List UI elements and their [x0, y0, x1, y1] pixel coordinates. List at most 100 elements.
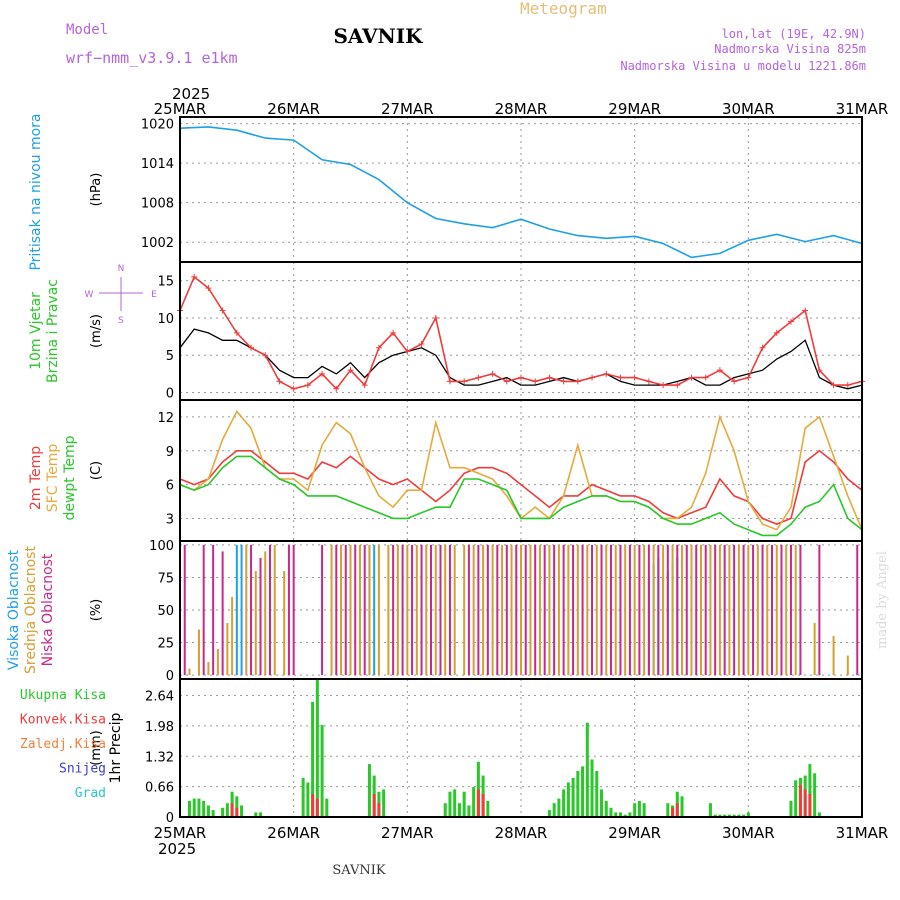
total_precip-bar — [581, 766, 585, 817]
low_cloud-bar — [591, 544, 594, 676]
wind-gust-marker — [518, 374, 524, 381]
mid_cloud-bar — [699, 544, 702, 676]
low_cloud-bar — [212, 544, 215, 676]
y-tick-label: 0 — [166, 811, 174, 826]
total_precip-bar — [315, 679, 319, 817]
mid_cloud-bar — [197, 629, 200, 676]
conv_precip-bar — [798, 784, 802, 817]
mid_cloud-bar — [846, 655, 849, 676]
total_precip-bar — [311, 702, 315, 817]
mid_cloud-bar — [226, 623, 229, 676]
total_precip-bar — [306, 782, 310, 817]
total_precip-bar — [325, 798, 329, 817]
low_cloud-bar — [250, 544, 253, 676]
total_precip-bar — [595, 771, 599, 817]
low_cloud-bar — [420, 544, 423, 676]
y-tick-label: 6 — [166, 479, 174, 494]
wind-gust-marker — [262, 352, 269, 359]
meteogram-label: Meteogram — [520, 0, 607, 18]
total_precip-bar — [240, 805, 244, 817]
credit-text: made by Angel — [875, 551, 890, 649]
pressure-unit-label: (hPa) — [89, 173, 104, 207]
total_precip-bar — [367, 764, 371, 817]
x-tick-label-bottom: 31MAR — [836, 824, 889, 842]
wind-gust-marker — [319, 370, 326, 377]
mid_cloud-bar — [538, 544, 541, 676]
low_cloud-bar — [467, 544, 470, 676]
cloud-axis-title: Srednja Oblacnost — [23, 546, 39, 674]
low_cloud-bar — [562, 544, 565, 676]
total_precip-bar — [723, 814, 727, 817]
wind-gust-marker — [574, 378, 581, 385]
mid_cloud-bar — [690, 544, 693, 676]
cloud-axis-title: Visoka Oblacnost — [6, 549, 22, 670]
wind-gust-marker — [205, 285, 212, 292]
low_cloud-bar — [321, 544, 324, 676]
low_cloud-bar — [259, 557, 262, 676]
wind-gust-marker — [276, 378, 283, 385]
low_cloud-bar — [411, 544, 414, 676]
mid_cloud-bar — [501, 544, 504, 676]
wind-gust-marker — [446, 378, 453, 385]
temperature-axis-title: dewpt Temp — [62, 435, 78, 520]
mid_cloud-bar — [340, 544, 343, 676]
mid_cloud-bar — [463, 544, 466, 676]
total_precip-bar — [571, 777, 575, 817]
total_precip-bar — [547, 810, 551, 817]
low_cloud-bar — [401, 544, 404, 676]
low_cloud-bar — [647, 544, 650, 676]
low_cloud-bar — [685, 544, 688, 676]
mid_cloud-bar — [709, 544, 712, 676]
low_cloud-bar — [628, 544, 631, 676]
total_precip-bar — [566, 782, 570, 817]
conv_precip-bar — [803, 789, 807, 817]
mid_cloud-bar — [662, 544, 665, 676]
wind-gust-marker — [475, 374, 482, 381]
total_precip-bar — [666, 803, 670, 817]
total_precip-bar — [211, 810, 215, 817]
model-name: wrf−nmm_v3.9.1 e1km — [66, 49, 238, 67]
wind-gust-marker — [532, 378, 539, 385]
wind-gust-marker — [290, 385, 297, 392]
mid_cloud-bar — [576, 544, 579, 676]
total_precip-bar — [737, 814, 741, 817]
mid_cloud-bar — [718, 544, 721, 676]
wind-gust-marker — [361, 382, 368, 389]
wind-unit-label: (m/s) — [89, 314, 104, 348]
wind-gust-marker — [375, 344, 382, 351]
x-tick-label-top: 31MAR — [836, 100, 889, 118]
wind-gust-marker — [787, 318, 794, 325]
total_precip-bar — [590, 759, 594, 817]
x-tick-label-bottom: 28MAR — [495, 824, 548, 842]
low_cloud-bar — [515, 544, 518, 676]
model-elevation-label: Nadmorska Visina u modelu 1221.86m — [620, 59, 866, 73]
precip-legend-item: Zaledj.Kisa — [20, 737, 106, 752]
compass-west-label: W — [85, 290, 94, 300]
conv_precip-bar — [230, 803, 234, 817]
mid_cloud-bar — [813, 623, 816, 676]
low_cloud-bar — [676, 544, 679, 676]
wind_speed-line — [179, 328, 863, 390]
total_precip-bar — [794, 780, 798, 817]
mid_cloud-bar — [548, 544, 551, 676]
precip-panel-frame — [179, 678, 863, 818]
elevation-label: Nadmorska Visina 825m — [714, 42, 866, 56]
total_precip-bar — [618, 812, 622, 817]
mid_cloud-bar — [472, 544, 475, 676]
low_cloud-bar — [505, 544, 508, 676]
wind-axis-title: Brzina i Pravac — [45, 279, 61, 383]
low_cloud-bar — [695, 544, 698, 676]
mid_cloud-bar — [491, 544, 494, 676]
low_cloud-bar — [363, 544, 366, 676]
dewpoint-line — [179, 455, 863, 537]
mid_cloud-bar — [756, 544, 759, 676]
low_cloud-bar — [524, 544, 527, 676]
high_cloud-bar — [235, 544, 238, 676]
low_cloud-bar — [477, 544, 480, 676]
wind-gust-marker — [248, 344, 255, 351]
station-title: SAVNIK — [333, 24, 423, 48]
compass-south-label: S — [118, 316, 124, 326]
wind-gust-marker — [745, 374, 752, 381]
wind-gust-marker — [773, 329, 780, 336]
